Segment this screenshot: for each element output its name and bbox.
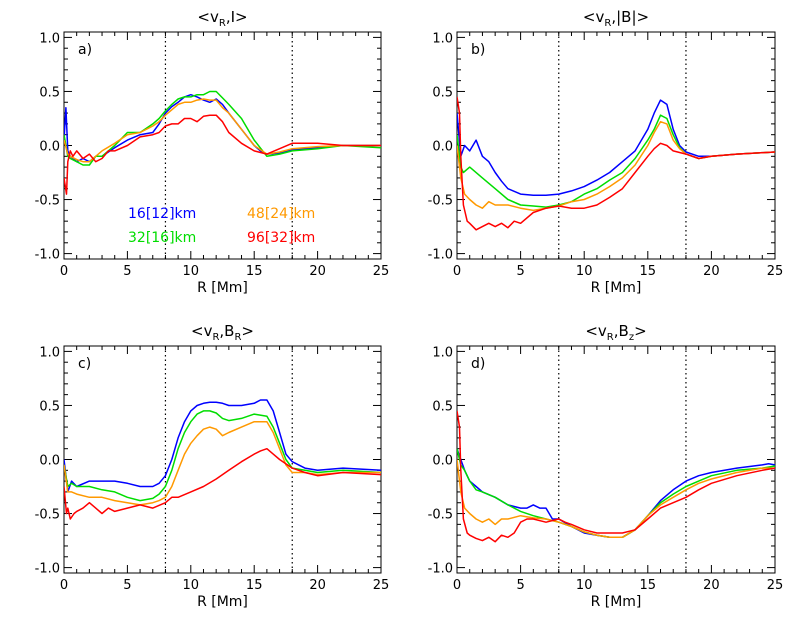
x-axis-label: R [Mm]: [197, 280, 248, 296]
x-tick-label: 5: [516, 264, 524, 279]
x-tick-label: 0: [453, 264, 461, 279]
series-line-1: [64, 399, 381, 493]
panel-label: c): [78, 356, 91, 372]
legend-entry: 96[32]km: [247, 230, 315, 246]
y-tick-label: 1.0: [432, 31, 453, 46]
panel-b: 0 5 10 15 20 25 -1.0 -0.5 0.0 0.5 1.0 b) <vR,|B|> R […: [428, 8, 784, 296]
y-tick-label: 0.0: [39, 140, 60, 155]
y-tick-label: 0.0: [432, 454, 453, 469]
x-axis-label: R [Mm]: [197, 594, 248, 610]
x-tick-label: 25: [767, 264, 784, 279]
x-tick-label: 10: [576, 578, 593, 593]
y-tick-label: -0.5: [35, 508, 60, 523]
x-tick-label: 0: [60, 578, 68, 593]
y-tick-label: -1.0: [35, 248, 60, 263]
plot-frame: [63, 345, 382, 574]
legend-entry: 48[24]km: [247, 206, 315, 222]
y-tick-label: 0.5: [432, 399, 453, 414]
x-tick-label: 10: [183, 264, 200, 279]
series-line-2: [457, 448, 775, 539]
y-tick-label: -0.5: [35, 194, 60, 209]
x-axis-label: R [Mm]: [591, 280, 642, 296]
panel-a: 0 5 10 15 20 25 -1.0 -0.5 0.0 0.5 1.0 a) <vR,I> R [Mm…: [35, 8, 390, 296]
panel-title: <vR,Bz>: [585, 322, 646, 343]
series-line-1: [457, 99, 775, 196]
x-tick-label: 20: [703, 264, 720, 279]
y-tick-label: -1.0: [35, 562, 60, 577]
y-tick-label: 0.5: [39, 399, 60, 414]
x-tick-label: 20: [703, 578, 720, 593]
x-tick-label: 0: [60, 264, 68, 279]
x-tick-label: 15: [640, 264, 657, 279]
x-tick-label: 5: [516, 578, 524, 593]
series-line-4: [457, 410, 775, 543]
x-tick-label: 15: [246, 264, 263, 279]
legend-entry: 16[12]km: [128, 206, 196, 222]
y-tick-label: 0.5: [39, 85, 60, 100]
panel-title: <vR,BR>: [191, 322, 254, 343]
x-tick-label: 20: [309, 578, 326, 593]
panel-label: b): [471, 42, 485, 58]
panel-title: <vR,I>: [197, 8, 247, 29]
x-tick-label: 15: [640, 578, 657, 593]
series-line-2: [64, 90, 381, 166]
x-tick-label: 5: [123, 578, 131, 593]
y-tick-label: -0.5: [428, 508, 453, 523]
y-tick-label: 1.0: [39, 31, 60, 46]
x-tick-label: 5: [123, 264, 131, 279]
x-tick-label: 20: [309, 264, 326, 279]
series-line-4: [64, 447, 381, 520]
plot-frame: [456, 345, 776, 574]
panel-label: a): [78, 42, 92, 58]
x-tick-label: 25: [767, 578, 784, 593]
series-line-2: [64, 410, 381, 502]
y-tick-label: 1.0: [432, 345, 453, 360]
panel-d: 0 5 10 15 20 25 -1.0 -0.5 0.0 0.5 1.0 d) <vR,Bz> R [M…: [428, 322, 784, 610]
x-tick-label: 15: [246, 578, 263, 593]
y-tick-label: 0.0: [39, 454, 60, 469]
y-tick-label: 1.0: [39, 345, 60, 360]
y-tick-label: -1.0: [428, 248, 453, 263]
y-tick-label: -0.5: [428, 194, 453, 209]
series-line-3: [457, 120, 775, 212]
y-tick-label: 0.0: [432, 140, 453, 155]
y-tick-label: -1.0: [428, 562, 453, 577]
x-tick-label: 10: [183, 578, 200, 593]
x-tick-label: 25: [373, 264, 390, 279]
series-line-4: [64, 114, 381, 195]
series-line-3: [457, 459, 775, 539]
x-tick-label: 0: [453, 578, 461, 593]
x-axis-label: R [Mm]: [591, 594, 642, 610]
series-line-3: [64, 98, 381, 163]
panel-label: d): [471, 356, 485, 372]
panel-c: 0 5 10 15 20 25 -1.0 -0.5 0.0 0.5 1.0 c) <vR,BR> R [M…: [35, 322, 390, 610]
series-line-1: [457, 448, 775, 539]
x-tick-label: 25: [373, 578, 390, 593]
x-tick-label: 10: [576, 264, 593, 279]
panel-title: <vR,|B|>: [583, 8, 649, 29]
series-line-4: [457, 96, 775, 231]
legend-entry: 32[16]km: [128, 230, 196, 246]
y-tick-label: 0.5: [432, 85, 453, 100]
series-line-3: [64, 420, 381, 506]
